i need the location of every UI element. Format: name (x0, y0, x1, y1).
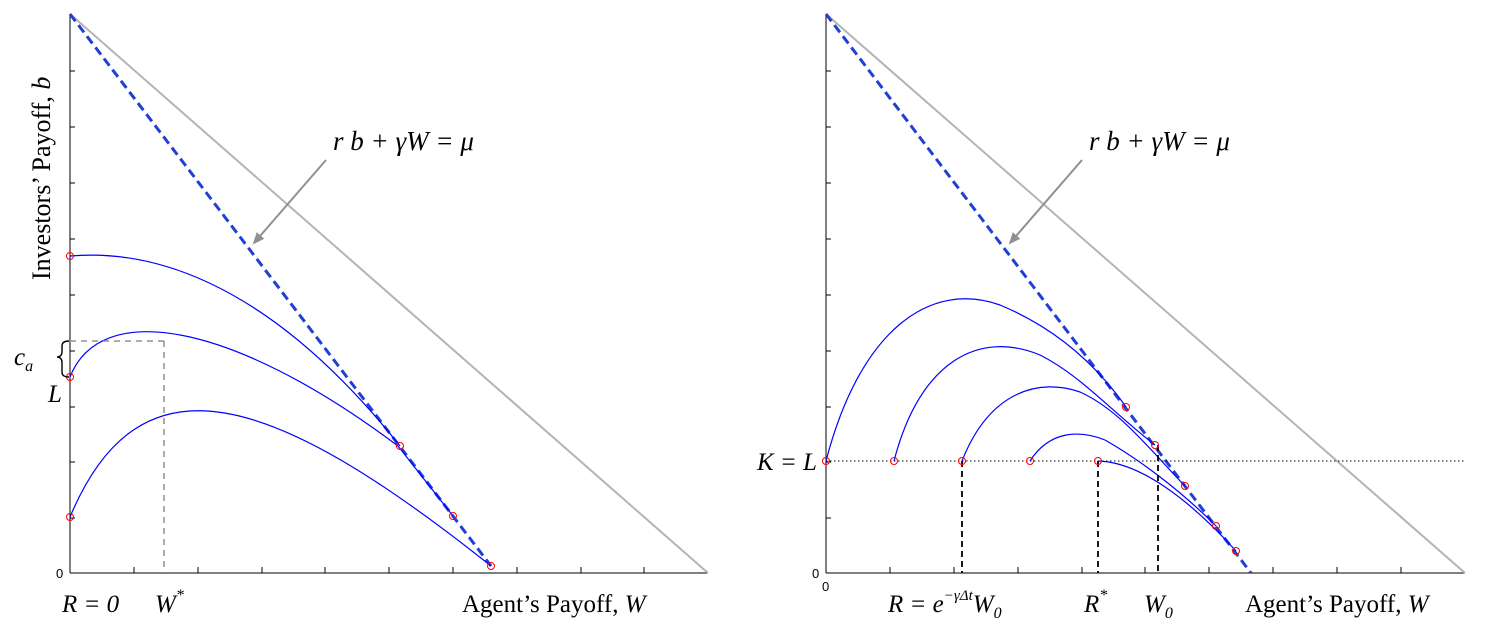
right-curve-4 (1029, 433, 1217, 527)
right-x-axis-title: Agent’s Payoff, W (1245, 591, 1431, 618)
left-y-axis-title: Investors’ Payoff, b (27, 77, 56, 280)
right-x-ticks (889, 567, 1402, 573)
left-curve-middle (69, 331, 454, 517)
left-marker-top-end (396, 442, 404, 450)
left-x-marker-wstar: W* (155, 587, 184, 618)
left-marker-bottom-end (487, 562, 495, 570)
right-curve-5 (1097, 460, 1237, 552)
right-x-marker-rstar: R* (1083, 587, 1107, 618)
right-origin-tick-x: 0 (822, 579, 829, 594)
left-origin-tick: 0 (56, 566, 63, 581)
right-marker-start-2 (890, 457, 898, 465)
right-gray-frontier-line (825, 13, 1466, 574)
left-gray-frontier-line (69, 13, 709, 574)
left-marker-bottom-start (66, 513, 74, 521)
left-dashed-line (68, 13, 493, 567)
right-curve-1 (825, 298, 1127, 462)
right-marker-start-5 (1094, 457, 1102, 465)
right-origin-tick-y: 0 (812, 566, 819, 581)
left-panel: 0 Investors’ Payoff, b Agent’s Payoff, W… (14, 13, 709, 618)
left-label-l: L (47, 381, 62, 408)
left-curve-top (69, 254, 401, 447)
left-label-ca: ca (14, 344, 33, 375)
right-y-ticks (826, 70, 831, 519)
right-marker-end-5 (1232, 547, 1240, 555)
right-marker-end-3 (1181, 482, 1189, 490)
right-marker-start-1 (822, 457, 830, 465)
right-curve-3 (961, 386, 1186, 487)
left-x-axis-title: Agent’s Payoff, W (462, 591, 648, 618)
right-panel: 0 0 Agent’s Payoff, W r b + γW = μ K = L… (756, 13, 1466, 622)
right-x-marker-r: R = e−γΔtW0 (887, 588, 1002, 622)
left-x-ticks (133, 567, 645, 573)
right-dashed-line (824, 13, 1253, 574)
right-marker-end-1 (1122, 403, 1130, 411)
left-ca-brace (56, 340, 70, 378)
left-equation-arrow (252, 159, 327, 245)
left-marker-middle-end (449, 512, 457, 520)
left-equation-label: r b + γW = μ (333, 126, 474, 156)
right-equation-label: r b + γW = μ (1089, 126, 1230, 156)
right-markers (822, 403, 1240, 555)
right-marker-start-4 (1026, 457, 1034, 465)
left-y-ticks (70, 70, 75, 519)
right-marker-end-4 (1212, 522, 1220, 530)
right-marker-end-2 (1151, 441, 1159, 449)
left-markers (66, 252, 495, 570)
left-marker-top-start (66, 252, 74, 260)
left-x-marker-r0: R = 0 (61, 591, 120, 618)
right-equation-arrow (1008, 159, 1083, 245)
left-curve-bottom (69, 410, 492, 567)
right-curve-2 (893, 346, 1156, 462)
right-label-k-equals-l: K = L (756, 449, 817, 476)
right-marker-start-3 (958, 457, 966, 465)
right-x-marker-w0: W0 (1144, 591, 1173, 622)
